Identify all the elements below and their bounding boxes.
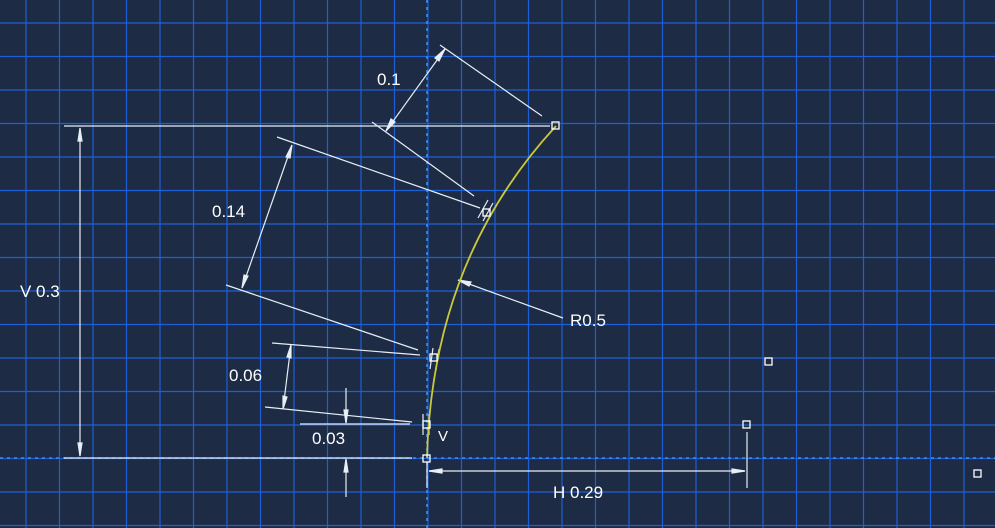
arrowhead [434,48,446,62]
tangent-tick [429,347,434,370]
arrowhead [285,144,293,159]
extension-line [264,406,413,423]
arrowhead [731,468,746,474]
dimension-line-0-1[interactable] [385,48,446,132]
extension-line [225,284,419,351]
radius-leader[interactable] [457,279,564,319]
extension-line [439,44,543,117]
extension-line [271,342,421,356]
vertex-point[interactable] [429,353,438,362]
arrowhead [457,279,472,287]
vertex-point[interactable] [422,454,431,463]
dimension-line-0-14[interactable] [241,144,293,289]
arrowhead [282,395,288,410]
dimension-label-h-0-29[interactable]: H 0.29 [553,483,603,502]
arrowhead [428,468,443,474]
vertex-point[interactable] [482,208,491,217]
arrowhead [286,344,292,359]
vertex-point[interactable] [551,121,560,130]
tangent-tick [482,202,494,222]
vertex-point[interactable] [742,420,751,429]
arrowhead [77,442,83,457]
dimension-label-0-14[interactable]: 0.14 [212,202,245,221]
arrowhead [343,409,349,424]
vertex-point[interactable] [422,420,431,429]
arrowhead [77,127,83,142]
dimension-label-r-0-5[interactable]: R0.5 [570,311,606,330]
vertical-constraint-marker: V [438,428,448,445]
extension-line [276,136,481,209]
arrowhead [241,274,249,289]
arc-curve[interactable] [426,125,557,459]
dimension-label-v-0-3[interactable]: V 0.3 [20,282,60,301]
extension-line [371,121,475,197]
dimension-label-0-03[interactable]: 0.03 [312,429,345,448]
dimension-label-0-1[interactable]: 0.1 [377,70,401,89]
arrowhead [343,458,349,473]
dimension-label-0-06[interactable]: 0.06 [229,366,262,385]
vertex-point[interactable] [764,357,773,366]
vertex-point[interactable] [973,469,982,478]
